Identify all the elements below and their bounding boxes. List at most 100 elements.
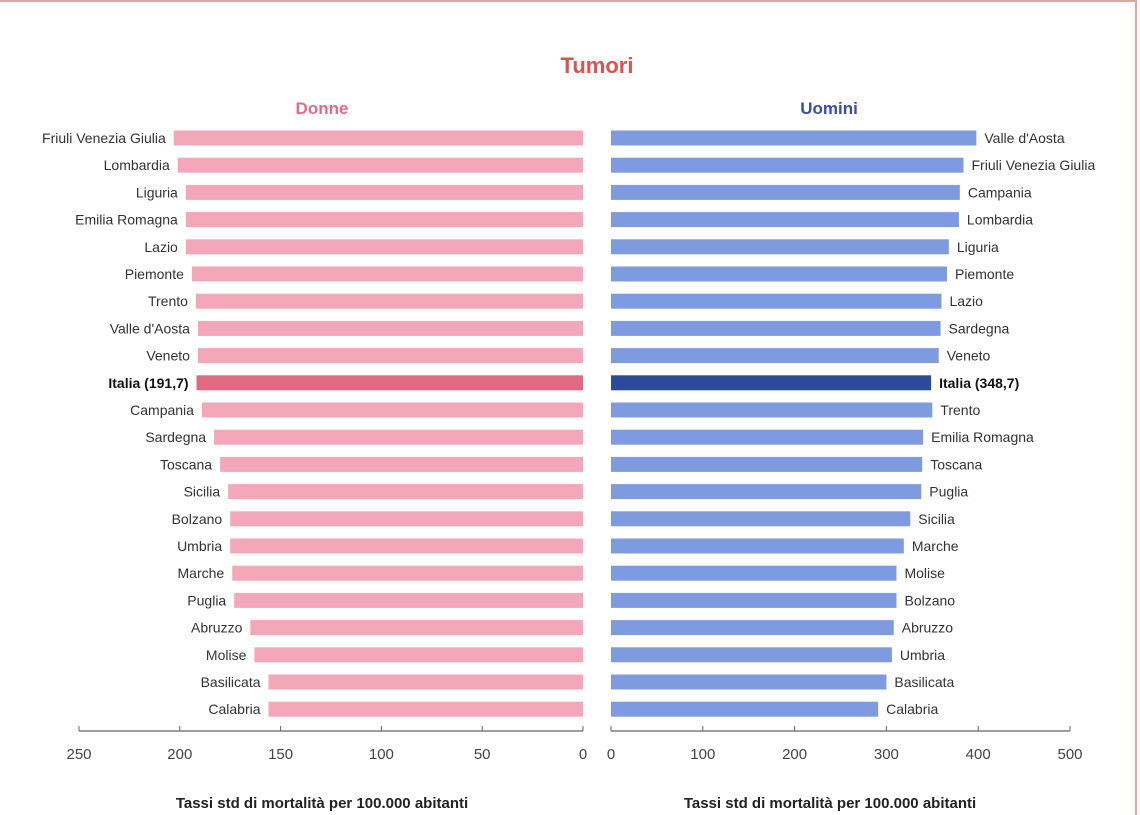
bar-left-13 xyxy=(228,484,583,500)
bar-left-19 xyxy=(254,647,583,663)
bar-right-10 xyxy=(611,402,933,418)
bar-left-11 xyxy=(214,429,583,445)
category-label-right-9: Italia (348,7) xyxy=(939,375,1019,391)
category-label-right-17: Bolzano xyxy=(904,592,955,608)
category-label-left-21: Calabria xyxy=(208,701,260,717)
bar-left-1 xyxy=(177,157,583,173)
x-tick-label-right-4: 400 xyxy=(966,746,991,763)
category-label-left-7: Valle d'Aosta xyxy=(110,320,190,336)
category-label-right-19: Umbria xyxy=(900,647,945,663)
bar-right-1 xyxy=(611,157,964,173)
bar-right-12 xyxy=(611,456,923,472)
panel-title-uomini: Uomini xyxy=(800,99,858,118)
x-tick-label-right-0: 0 xyxy=(607,746,615,763)
category-label-left-18: Abruzzo xyxy=(191,620,243,636)
bar-left-15 xyxy=(230,538,583,554)
bar-right-2 xyxy=(611,184,960,200)
bar-right-6 xyxy=(611,293,942,309)
category-label-right-8: Veneto xyxy=(947,348,991,364)
x-tick-label-left-0: 250 xyxy=(66,746,91,763)
bar-right-3 xyxy=(611,212,959,228)
bar-right-5 xyxy=(611,266,947,282)
category-label-right-14: Sicilia xyxy=(918,511,955,527)
x-tick-label-right-2: 200 xyxy=(782,746,807,763)
category-label-left-12: Toscana xyxy=(160,456,212,472)
category-label-right-11: Emilia Romagna xyxy=(931,429,1034,445)
category-label-left-20: Basilicata xyxy=(201,674,261,690)
x-axis-label-uomini: Tassi std di mortalità per 100.000 abita… xyxy=(684,795,976,812)
category-label-left-4: Lazio xyxy=(144,239,178,255)
category-label-left-0: Friuli Venezia Giulia xyxy=(42,130,166,146)
bar-right-8 xyxy=(611,348,939,364)
bar-left-3 xyxy=(185,212,583,228)
category-label-right-15: Marche xyxy=(912,538,959,554)
x-tick-label-left-4: 50 xyxy=(474,746,491,763)
bar-right-21 xyxy=(611,701,879,717)
category-label-left-10: Campania xyxy=(130,402,194,418)
bar-left-2 xyxy=(185,184,583,200)
category-label-right-16: Molise xyxy=(904,565,945,581)
bar-left-14 xyxy=(230,511,583,527)
category-label-right-3: Lombardia xyxy=(967,212,1033,228)
bar-left-17 xyxy=(234,592,583,608)
category-label-right-0: Valle d'Aosta xyxy=(984,130,1064,146)
chart-title: Tumori xyxy=(561,53,634,78)
x-tick-label-left-1: 200 xyxy=(167,746,192,763)
category-label-left-1: Lombardia xyxy=(104,157,170,173)
category-label-right-4: Liguria xyxy=(957,239,999,255)
x-axis-label-donne: Tassi std di mortalità per 100.000 abita… xyxy=(176,795,468,812)
x-tick-label-right-5: 500 xyxy=(1057,746,1082,763)
bar-right-0 xyxy=(611,130,977,146)
category-label-left-9: Italia (191,7) xyxy=(108,375,188,391)
bar-right-19 xyxy=(611,647,892,663)
category-label-right-6: Lazio xyxy=(949,293,983,309)
category-label-left-2: Liguria xyxy=(136,184,178,200)
category-label-left-6: Trento xyxy=(148,293,188,309)
bar-right-14 xyxy=(611,511,911,527)
bar-right-18 xyxy=(611,620,894,636)
bar-right-11 xyxy=(611,429,924,445)
bar-right-15 xyxy=(611,538,904,554)
category-label-right-2: Campania xyxy=(968,184,1032,200)
bar-left-9 xyxy=(196,375,583,391)
bar-left-4 xyxy=(185,239,583,255)
category-label-right-7: Sardegna xyxy=(949,320,1010,336)
category-label-left-13: Sicilia xyxy=(184,484,221,500)
panel-title-donne: Donne xyxy=(296,99,349,118)
category-label-left-14: Bolzano xyxy=(172,511,223,527)
category-label-left-11: Sardegna xyxy=(145,429,206,445)
category-label-left-8: Veneto xyxy=(146,348,190,364)
category-label-right-5: Piemonte xyxy=(955,266,1014,282)
bar-right-13 xyxy=(611,484,922,500)
bar-left-18 xyxy=(250,620,584,636)
bar-left-5 xyxy=(191,266,583,282)
bar-left-8 xyxy=(197,348,583,364)
x-tick-label-left-3: 100 xyxy=(369,746,394,763)
panel-uomini: Valle d'Aosta Friuli Venezia Giulia Campan… xyxy=(607,130,1096,763)
category-label-left-19: Molise xyxy=(206,647,247,663)
category-label-left-15: Umbria xyxy=(177,538,222,554)
bar-left-21 xyxy=(268,701,583,717)
x-tick-label-left-2: 150 xyxy=(268,746,293,763)
category-label-right-20: Basilicata xyxy=(894,674,954,690)
bar-left-12 xyxy=(220,456,583,472)
x-tick-label-right-3: 300 xyxy=(874,746,899,763)
bar-right-7 xyxy=(611,320,941,336)
category-label-left-16: Marche xyxy=(178,565,225,581)
bar-left-7 xyxy=(197,320,583,336)
bar-right-20 xyxy=(611,674,887,690)
bar-left-10 xyxy=(201,402,583,418)
category-label-right-10: Trento xyxy=(940,402,980,418)
bar-left-6 xyxy=(195,293,584,309)
bar-right-9 xyxy=(611,375,932,391)
category-label-right-18: Abruzzo xyxy=(902,620,954,636)
category-label-right-12: Toscana xyxy=(930,456,982,472)
category-label-left-3: Emilia Romagna xyxy=(75,212,178,228)
bar-left-20 xyxy=(268,674,583,690)
category-label-left-17: Puglia xyxy=(187,592,226,608)
category-label-right-21: Calabria xyxy=(886,701,938,717)
category-label-right-1: Friuli Venezia Giulia xyxy=(972,157,1096,173)
x-tick-label-right-1: 100 xyxy=(690,746,715,763)
